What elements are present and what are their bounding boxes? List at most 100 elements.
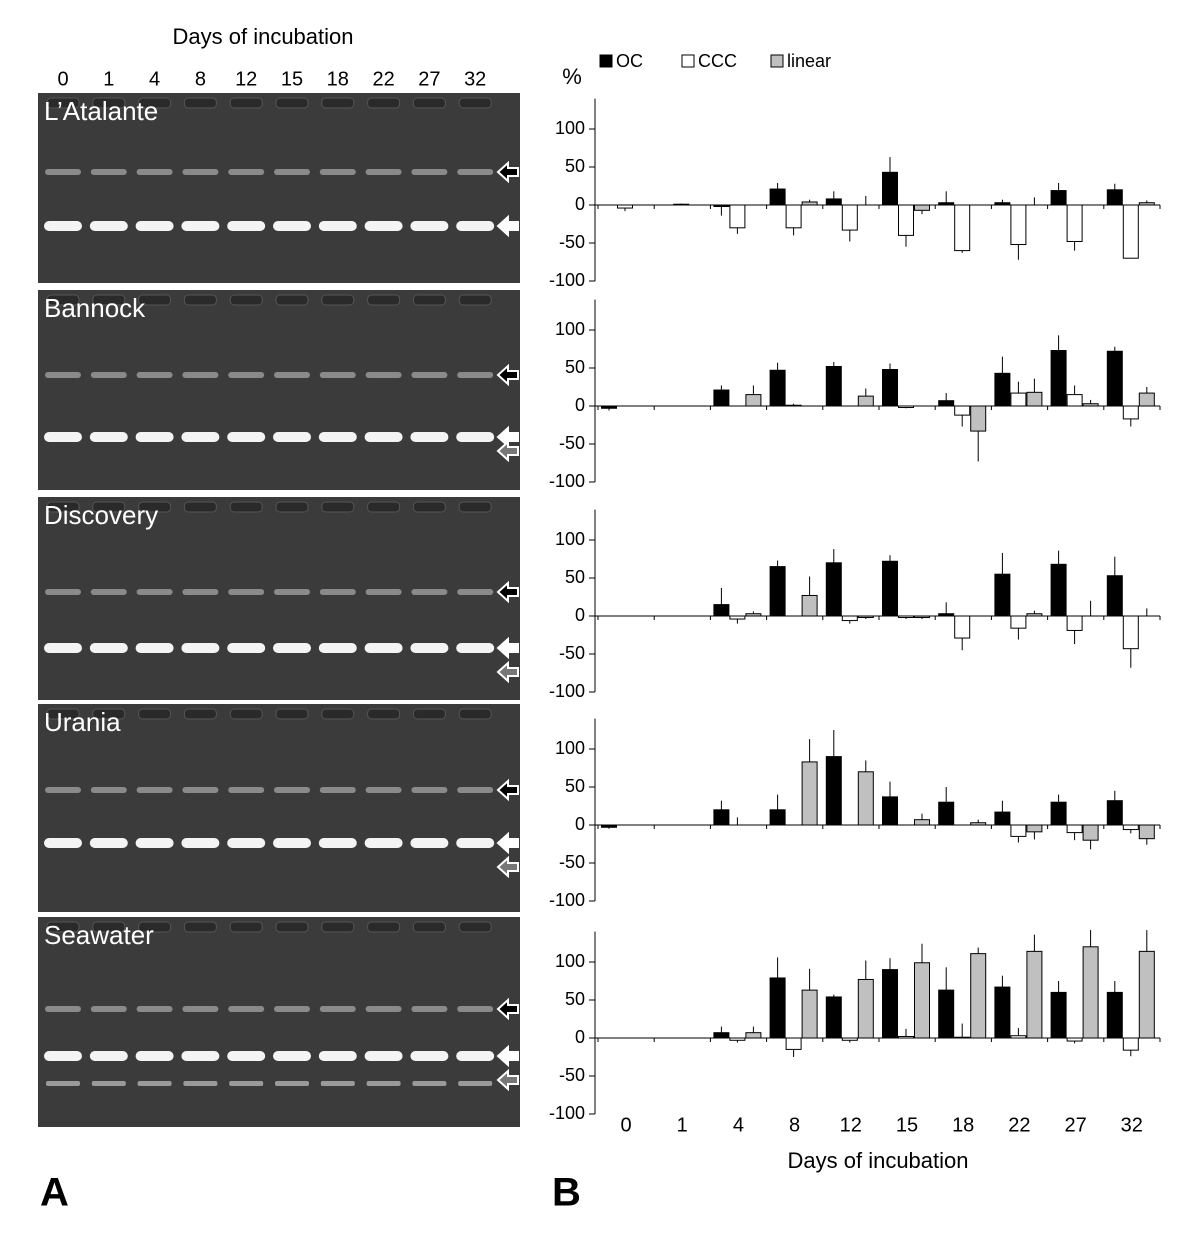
legend-swatch — [681, 54, 695, 68]
bar — [1026, 391, 1043, 407]
well — [138, 921, 172, 933]
well — [46, 97, 80, 109]
bar — [914, 615, 930, 619]
well — [367, 708, 401, 720]
band-main — [181, 643, 220, 653]
lane-label: 12 — [235, 68, 257, 90]
well — [275, 501, 309, 513]
bar — [882, 560, 898, 617]
well — [138, 708, 172, 720]
band-main — [456, 1051, 495, 1061]
band-upper — [274, 1006, 310, 1012]
well — [92, 921, 126, 933]
band-main — [89, 838, 128, 848]
bar — [1026, 950, 1043, 1039]
band-upper — [90, 589, 127, 595]
bar — [914, 819, 930, 826]
bar — [1066, 615, 1083, 631]
bar — [1010, 1035, 1027, 1039]
bar — [825, 365, 842, 407]
y-tick-label: 0 — [575, 1027, 585, 1047]
bar — [769, 977, 786, 1039]
well — [458, 294, 492, 306]
y-tick-label: -100 — [549, 890, 585, 910]
bar — [1026, 824, 1043, 833]
bar — [769, 566, 786, 617]
arrow — [496, 778, 519, 802]
bar — [1082, 946, 1099, 1039]
bar — [1106, 350, 1123, 407]
band-upper — [457, 787, 494, 793]
x-tick-label: 27 — [1064, 1114, 1086, 1136]
band-upper — [365, 1006, 402, 1012]
band-upper — [136, 169, 173, 175]
bar — [970, 822, 987, 826]
well — [458, 921, 492, 933]
band-lower — [46, 1081, 80, 1086]
bar — [801, 594, 818, 617]
bar — [601, 405, 617, 409]
band-lower — [137, 1081, 172, 1086]
band-upper — [365, 589, 402, 595]
bar — [1010, 392, 1027, 407]
lane-label: 4 — [149, 68, 160, 90]
band-upper — [411, 589, 448, 595]
band-main — [227, 432, 266, 442]
bar — [994, 573, 1011, 617]
band-upper — [274, 169, 310, 175]
bar — [898, 615, 914, 619]
bar — [729, 615, 746, 620]
arrow — [496, 997, 519, 1021]
well — [46, 501, 80, 513]
x-tick-label: 12 — [840, 1114, 862, 1136]
arrow — [496, 831, 519, 855]
band-upper — [228, 1006, 265, 1012]
bar — [954, 405, 971, 416]
band-main — [410, 643, 449, 653]
bar — [1026, 613, 1043, 617]
y-tick-label: 100 — [555, 738, 585, 758]
well — [46, 708, 80, 720]
bar — [673, 203, 690, 206]
band-main — [364, 432, 403, 442]
x-tick-label: 0 — [620, 1114, 631, 1136]
bar — [825, 996, 842, 1039]
bar — [994, 986, 1011, 1039]
bar — [769, 809, 786, 826]
bar — [914, 962, 930, 1039]
band-upper — [274, 787, 310, 793]
bar — [1066, 204, 1083, 242]
band-main — [135, 838, 174, 848]
bar — [1050, 801, 1067, 826]
bar — [785, 204, 802, 229]
band-upper — [182, 372, 219, 378]
band-upper — [45, 169, 81, 175]
bar — [970, 405, 987, 432]
band-main — [456, 643, 495, 653]
bar — [729, 204, 746, 229]
band-main — [273, 838, 311, 848]
band-upper — [457, 589, 494, 595]
bar — [882, 171, 898, 206]
band-main — [273, 221, 311, 231]
band-upper — [45, 1006, 81, 1012]
band-upper — [90, 787, 127, 793]
gel-name: Discovery — [44, 500, 158, 530]
well — [229, 708, 263, 720]
bar — [769, 369, 786, 407]
y-tick-label: 0 — [575, 605, 585, 625]
band-main — [410, 221, 449, 231]
arrow — [496, 363, 519, 387]
band-upper — [45, 787, 81, 793]
band-main — [364, 1051, 403, 1061]
band-lower — [183, 1081, 218, 1086]
well — [46, 921, 80, 933]
legend-label: OC — [616, 51, 643, 71]
band-upper — [365, 787, 402, 793]
band-main — [227, 838, 266, 848]
x-tick-label: 8 — [789, 1114, 800, 1136]
bar — [1082, 403, 1099, 407]
y-tick-label: -100 — [549, 471, 585, 491]
y-tick-label: -100 — [549, 1103, 585, 1123]
bar — [857, 395, 874, 407]
